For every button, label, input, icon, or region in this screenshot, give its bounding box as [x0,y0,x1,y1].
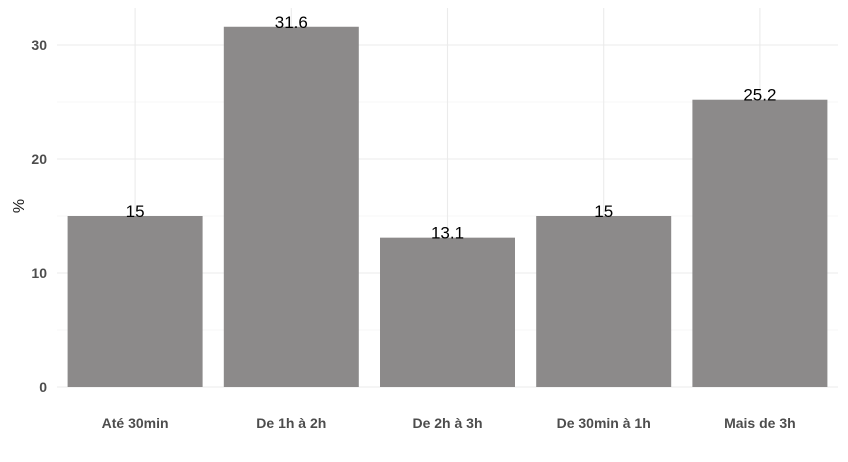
y-axis-title: % [11,199,28,213]
y-tick-label: 20 [31,151,47,167]
data-label: 15 [594,202,613,221]
data-label: 15 [126,202,145,221]
y-tick-label: 10 [31,265,47,281]
x-tick-label: Até 30min [102,415,169,431]
bar [692,99,828,387]
bar [223,26,359,387]
y-axis-ticks: 0 10 20 30 [31,37,47,395]
y-tick-label: 30 [31,37,47,53]
bar [380,237,515,387]
bar [67,216,203,387]
x-tick-label: De 2h à 3h [412,415,482,431]
y-tick-label: 0 [39,379,47,395]
data-label: 31.6 [275,13,308,32]
x-axis-ticks: Até 30min De 1h à 2h De 2h à 3h De 30min à … [102,415,796,431]
x-tick-label: De 30min à 1h [557,415,651,431]
x-tick-label: Mais de 3h [724,415,796,431]
x-tick-label: De 1h à 2h [256,415,326,431]
bar [536,216,672,387]
bars [67,26,828,387]
data-label: 25.2 [743,86,776,105]
data-labels: 15 31.6 13.1 15 25.2 [126,13,777,243]
data-label: 13.1 [431,224,464,243]
